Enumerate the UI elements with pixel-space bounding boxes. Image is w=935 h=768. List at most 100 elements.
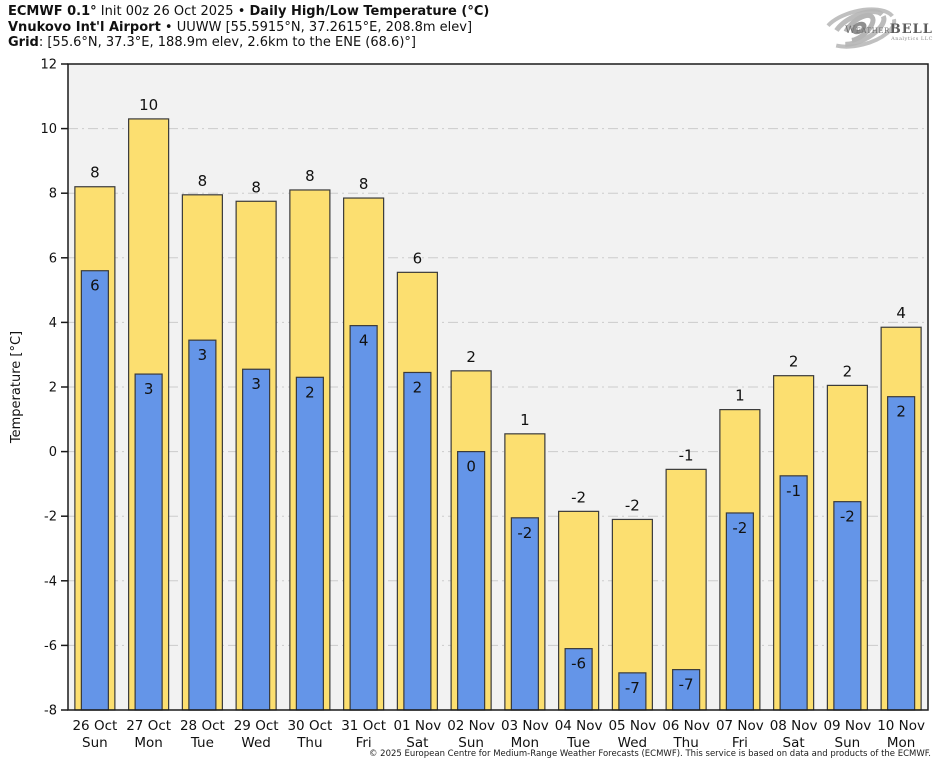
- low-value-label: -7: [625, 679, 640, 697]
- station-details: UUWW [55.5915°N, 37.2615°E, 208.8m elev]: [176, 19, 473, 35]
- init-time: Init 00z 26 Oct 2025: [96, 4, 238, 19]
- low-value-label: 3: [251, 375, 261, 393]
- x-tick-day-label: Sat: [783, 735, 805, 751]
- x-tick-day-label: Fri: [356, 735, 372, 751]
- model-name: ECMWF 0.1°: [8, 4, 97, 19]
- low-value-label: -6: [571, 655, 586, 673]
- y-tick-label: 10: [40, 122, 57, 137]
- station-name: Vnukovo Int'l Airport: [8, 19, 161, 35]
- low-value-label: 2: [305, 383, 315, 401]
- plot-frame: [67, 63, 929, 711]
- low-value-label: -2: [840, 508, 855, 526]
- low-value-label: -7: [679, 676, 694, 694]
- header-line-1: ECMWF 0.1° Init 00z 26 Oct 2025 • Daily …: [8, 4, 489, 20]
- hurricane-swirl-icon: [821, 7, 897, 49]
- x-tick-day-label: Tue: [566, 735, 590, 751]
- x-tick-date-label: 06 Nov: [662, 718, 710, 734]
- grid-label: Grid: [8, 35, 39, 50]
- low-value-label: 3: [144, 380, 154, 398]
- high-value-label: 8: [198, 172, 208, 190]
- x-tick-day-label: Mon: [887, 735, 915, 751]
- x-tick-date-label: 27 Oct: [126, 718, 171, 734]
- x-tick-day-label: Fri: [732, 735, 748, 751]
- low-value-label: 2: [896, 403, 906, 421]
- y-tick-label: 2: [49, 381, 57, 396]
- y-tick-label: 0: [49, 445, 57, 460]
- low-value-label: 3: [198, 346, 208, 364]
- low-temp-bar: [242, 368, 271, 711]
- high-value-label: 1: [735, 387, 745, 405]
- x-tick-date-label: 28 Oct: [180, 718, 225, 734]
- high-value-label: 2: [466, 348, 476, 366]
- low-temp-bar: [564, 648, 593, 711]
- y-tick-label: 6: [49, 251, 57, 266]
- copyright-footer: © 2025 European Centre for Medium-Range …: [368, 749, 931, 759]
- y-tick-label: -8: [44, 704, 57, 719]
- header-line-2: Vnukovo Int'l Airport • UUWW [55.5915°N,…: [8, 20, 489, 36]
- x-tick-day-label: Thu: [296, 735, 322, 751]
- high-value-label: 8: [359, 175, 369, 193]
- low-value-label: -2: [517, 524, 532, 542]
- low-temp-bar: [295, 376, 324, 711]
- x-tick-date-label: 29 Oct: [234, 718, 279, 734]
- high-value-label: 8: [90, 164, 100, 182]
- separator-bullet: •: [160, 19, 177, 35]
- x-tick-date-label: 31 Oct: [341, 718, 386, 734]
- low-temp-bar: [833, 501, 862, 711]
- low-temp-bar: [349, 325, 378, 711]
- high-value-label: -2: [625, 496, 640, 514]
- low-temp-bar: [403, 371, 432, 711]
- low-value-label: 4: [359, 332, 369, 350]
- high-value-label: 4: [896, 304, 906, 322]
- high-value-label: -2: [571, 488, 586, 506]
- x-tick-date-label: 10 Nov: [877, 718, 925, 734]
- high-value-label: -1: [679, 446, 694, 464]
- grid-details: : [55.6°N, 37.3°E, 188.9m elev, 2.6km to…: [38, 35, 416, 50]
- y-tick-label: -4: [44, 574, 57, 589]
- low-temp-bar: [779, 475, 808, 711]
- logo-weather-text: Weather: [845, 25, 890, 36]
- x-tick-date-label: 08 Nov: [770, 718, 818, 734]
- low-temp-bar: [672, 669, 701, 711]
- high-value-label: 6: [413, 249, 423, 267]
- y-tick-label: 4: [49, 316, 57, 331]
- x-tick-date-label: 01 Nov: [393, 718, 441, 734]
- x-tick-day-label: Sun: [458, 735, 484, 751]
- chart-header: ECMWF 0.1° Init 00z 26 Oct 2025 • Daily …: [8, 4, 489, 51]
- high-value-label: 2: [789, 353, 799, 371]
- y-tick-label: 8: [49, 187, 57, 202]
- x-tick-day-label: Mon: [134, 735, 162, 751]
- x-tick-day-label: Wed: [241, 735, 270, 751]
- high-value-label: 10: [139, 96, 158, 114]
- low-value-label: 6: [90, 277, 100, 295]
- chart-title: Daily High/Low Temperature (°C): [249, 4, 490, 19]
- low-temp-bar: [618, 672, 647, 711]
- x-tick-day-label: Mon: [511, 735, 539, 751]
- x-tick-date-label: 07 Nov: [716, 718, 764, 734]
- high-value-label: 2: [843, 362, 853, 380]
- low-value-label: 0: [466, 458, 476, 476]
- low-value-label: -1: [786, 482, 801, 500]
- header-line-3: Grid: [55.6°N, 37.3°E, 188.9m elev, 2.6k…: [8, 35, 489, 51]
- high-value-label: 8: [305, 167, 315, 185]
- x-tick-date-label: 09 Nov: [823, 718, 871, 734]
- low-temp-bar: [725, 512, 754, 711]
- x-tick-date-label: 04 Nov: [555, 718, 603, 734]
- x-tick-date-label: 03 Nov: [501, 718, 549, 734]
- y-axis-title: Temperature [°C]: [9, 331, 24, 444]
- y-tick-label: 12: [40, 58, 57, 73]
- y-tick-label: -6: [44, 639, 57, 654]
- weatherbell-logo: WeatherBELL Analytics LLC: [819, 2, 933, 54]
- logo-text: WeatherBELL Analytics LLC: [845, 18, 933, 42]
- low-value-label: -2: [732, 519, 747, 537]
- x-tick-date-label: 26 Oct: [72, 718, 117, 734]
- x-tick-day-label: Sat: [406, 735, 428, 751]
- low-value-label: 2: [413, 378, 423, 396]
- high-value-label: 8: [251, 178, 261, 196]
- low-temp-bar: [80, 270, 109, 711]
- x-tick-day-label: Tue: [190, 735, 214, 751]
- x-tick-day-label: Wed: [618, 735, 647, 751]
- low-temp-bar: [510, 517, 539, 711]
- logo-bell-text: BELL: [889, 22, 933, 37]
